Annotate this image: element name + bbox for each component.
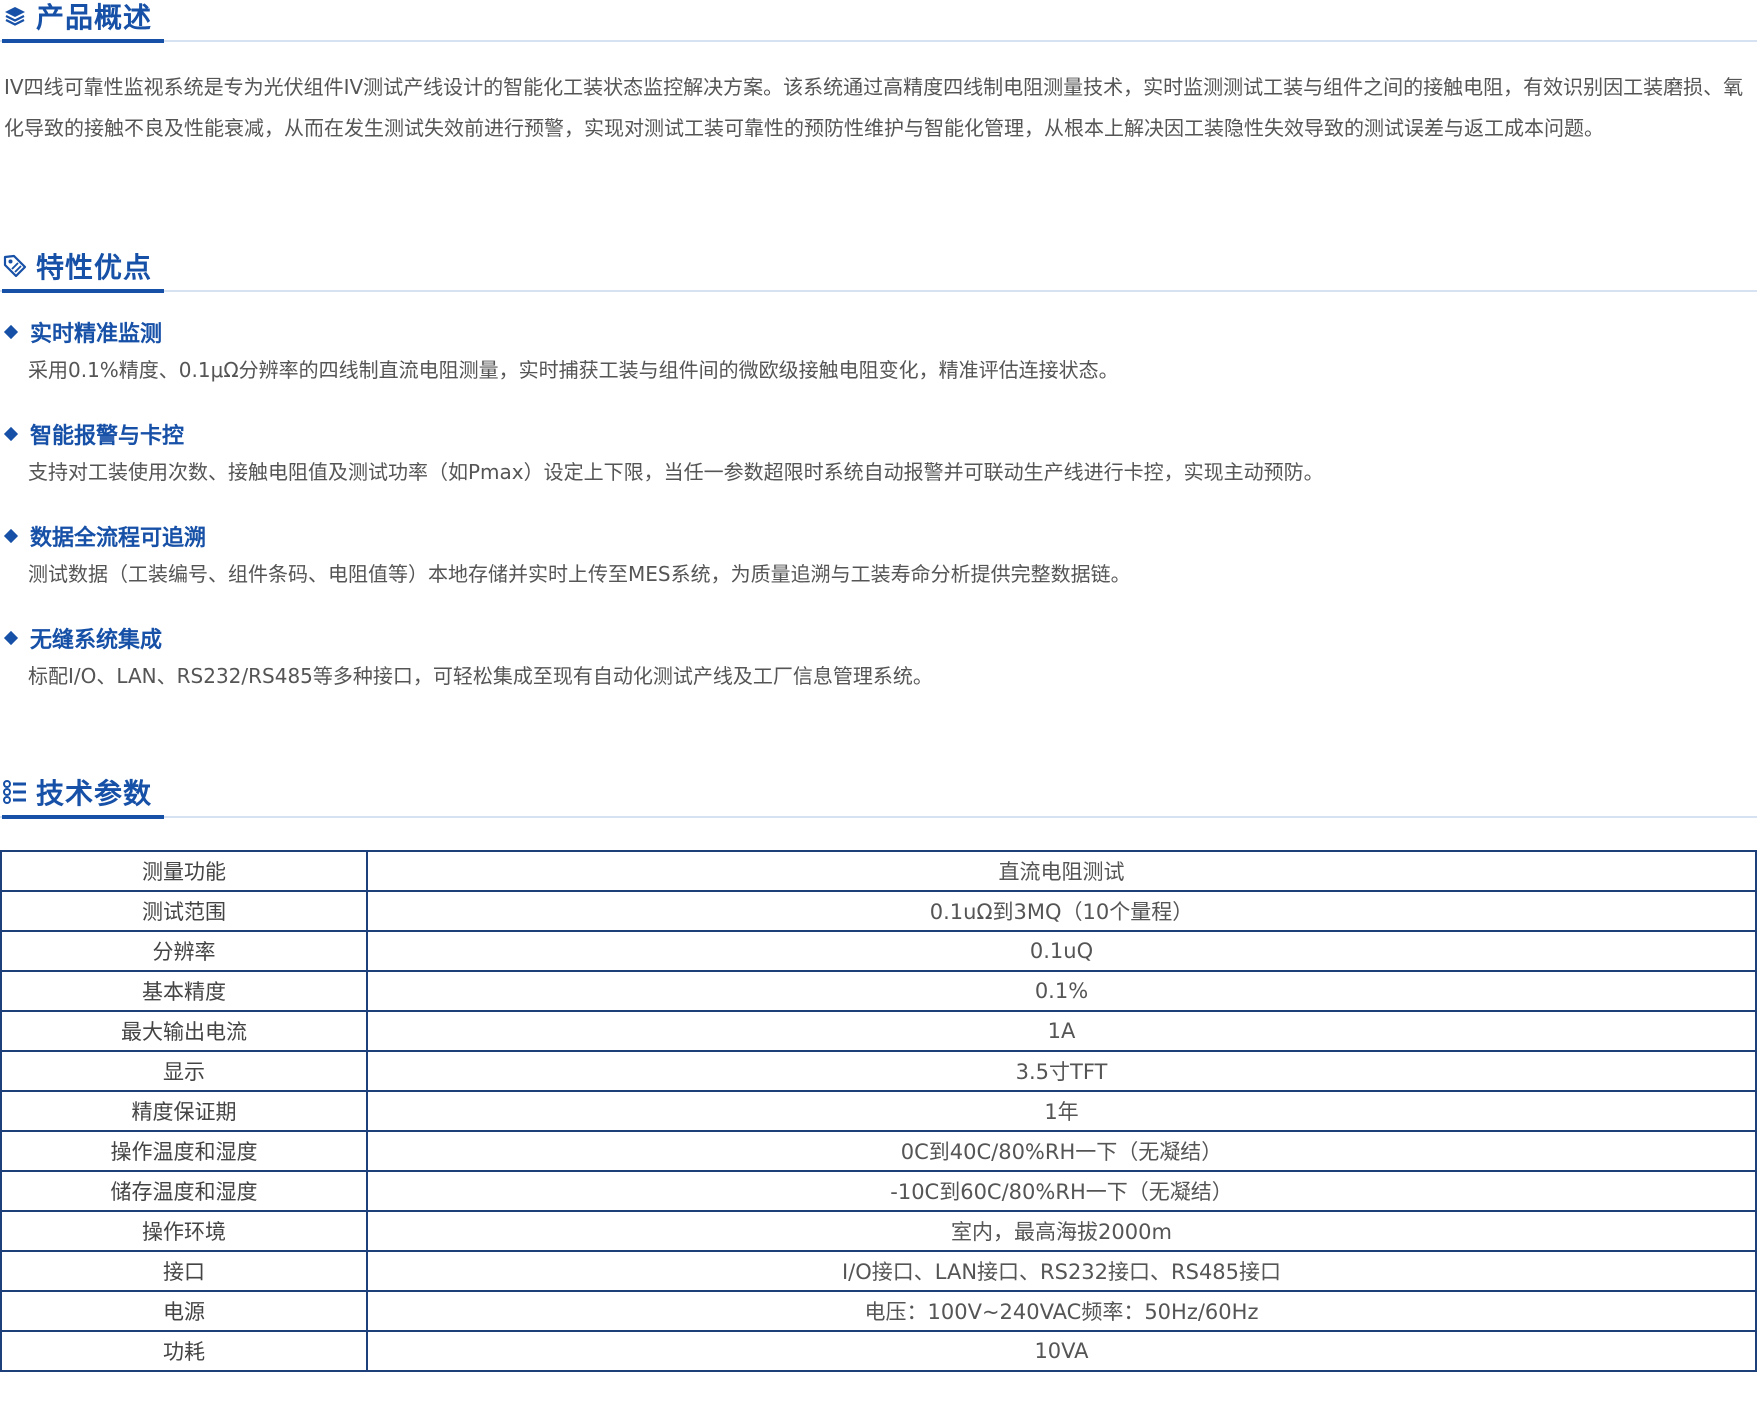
spec-label: 精度保证期 [0, 1090, 368, 1132]
feature-name: 智能报警与卡控 [30, 424, 185, 449]
spec-value: 室内，最高海拔2000m [366, 1210, 1757, 1252]
table-row: 精度保证期 1年 [0, 1090, 1757, 1132]
spec-label: 接口 [0, 1250, 368, 1292]
table-row: 显示 3.5寸TFT [0, 1050, 1757, 1092]
spec-value: 0.1% [366, 970, 1757, 1012]
spec-value: -10C到60C/80%RH一下（无凝结） [366, 1170, 1757, 1212]
table-row: 测量功能 直流电阻测试 [0, 850, 1757, 892]
spec-value: 10VA [366, 1330, 1757, 1372]
feature-title: 智能报警与卡控 [0, 419, 1757, 449]
spec-value: 直流电阻测试 [366, 850, 1757, 892]
feature-desc: 支持对工装使用次数、接触电阻值及测试功率（如Pmax）设定上下限，当任一参数超限… [28, 460, 1324, 484]
spec-label: 功耗 [0, 1330, 368, 1372]
spec-value: 0C到40C/80%RH一下（无凝结） [366, 1130, 1757, 1172]
spec-value: 0.1uΩ到3MQ（10个量程） [366, 890, 1757, 932]
feature-desc: 标配I/O、LAN、RS232/RS485等多种接口，可轻松集成至现有自动化测试… [28, 664, 933, 688]
features-title: 特性优点 [36, 251, 153, 284]
diamond-bullet-icon [3, 426, 19, 442]
spec-value: 1年 [366, 1090, 1757, 1132]
table-row: 电源 电压：100V~240VAC频率：50Hz/60Hz [0, 1290, 1757, 1332]
overview-title: 产品概述 [36, 1, 153, 34]
specs-header: 技术参数 [0, 768, 1757, 819]
diamond-bullet-icon [3, 528, 19, 544]
layers-icon [2, 3, 28, 29]
feature-title: 数据全流程可追溯 [0, 521, 1757, 551]
spec-value: 0.1uQ [366, 930, 1757, 972]
feature-item: 数据全流程可追溯 测试数据（工装编号、组件条码、电阻值等）本地存储并实时上传至M… [0, 521, 1757, 589]
feature-title: 实时精准监测 [0, 317, 1757, 347]
spec-value: 电压：100V~240VAC频率：50Hz/60Hz [366, 1290, 1757, 1332]
table-row: 分辨率 0.1uQ [0, 930, 1757, 972]
spec-label: 操作温度和湿度 [0, 1130, 368, 1172]
feature-desc: 测试数据（工装编号、组件条码、电阻值等）本地存储并实时上传至MES系统，为质量追… [28, 562, 1131, 586]
feature-item: 智能报警与卡控 支持对工装使用次数、接触电阻值及测试功率（如Pmax）设定上下限… [0, 419, 1757, 487]
table-row: 储存温度和湿度 -10C到60C/80%RH一下（无凝结） [0, 1170, 1757, 1212]
overview-text: IV四线可靠性监视系统是专为光伏组件IV测试产线设计的智能化工装状态监控解决方案… [4, 75, 1744, 140]
features-header: 特性优点 [0, 242, 1757, 293]
spec-label: 基本精度 [0, 970, 368, 1012]
overview-title-wrap: 产品概述 [2, 0, 165, 43]
spec-label: 显示 [0, 1050, 368, 1092]
feature-item: 实时精准监测 采用0.1%精度、0.1μΩ分辨率的四线制直流电阻测量，实时捕获工… [0, 317, 1757, 385]
table-row: 操作温度和湿度 0C到40C/80%RH一下（无凝结） [0, 1130, 1757, 1172]
spec-value: 3.5寸TFT [366, 1050, 1757, 1092]
table-row: 最大输出电流 1A [0, 1010, 1757, 1052]
table-row: 接口 I/O接口、LAN接口、RS232接口、RS485接口 [0, 1250, 1757, 1292]
spec-value: 1A [366, 1010, 1757, 1052]
table-row: 测试范围 0.1uΩ到3MQ（10个量程） [0, 890, 1757, 932]
feature-title: 无缝系统集成 [0, 623, 1757, 653]
feature-desc: 采用0.1%精度、0.1μΩ分辨率的四线制直流电阻测量，实时捕获工装与组件间的微… [28, 358, 1119, 382]
feature-name: 无缝系统集成 [30, 628, 163, 653]
diamond-bullet-icon [3, 630, 19, 646]
spec-label: 操作环境 [0, 1210, 368, 1252]
spec-value: I/O接口、LAN接口、RS232接口、RS485接口 [366, 1250, 1757, 1292]
table-row: 操作环境 室内，最高海拔2000m [0, 1210, 1757, 1252]
table-row: 功耗 10VA [0, 1330, 1757, 1372]
overview-header: 产品概述 [0, 0, 1757, 43]
features-title-wrap: 特性优点 [2, 243, 165, 293]
spec-label: 测量功能 [0, 850, 368, 892]
spec-label: 测试范围 [0, 890, 368, 932]
diamond-bullet-icon [3, 324, 19, 340]
table-row: 基本精度 0.1% [0, 970, 1757, 1012]
list-icon [2, 779, 28, 805]
spec-label: 分辨率 [0, 930, 368, 972]
feature-item: 无缝系统集成 标配I/O、LAN、RS232/RS485等多种接口，可轻松集成至… [0, 623, 1757, 691]
specs-title-wrap: 技术参数 [2, 769, 165, 819]
feature-name: 数据全流程可追溯 [30, 526, 207, 551]
spec-table: 测量功能 直流电阻测试 测试范围 0.1uΩ到3MQ（10个量程） 分辨率 0.… [0, 850, 1757, 1372]
specs-title: 技术参数 [36, 777, 153, 810]
spec-label: 储存温度和湿度 [0, 1170, 368, 1212]
spec-label: 电源 [0, 1290, 368, 1332]
feature-name: 实时精准监测 [30, 322, 163, 347]
spec-label: 最大输出电流 [0, 1010, 368, 1052]
tag-icon [2, 253, 28, 279]
